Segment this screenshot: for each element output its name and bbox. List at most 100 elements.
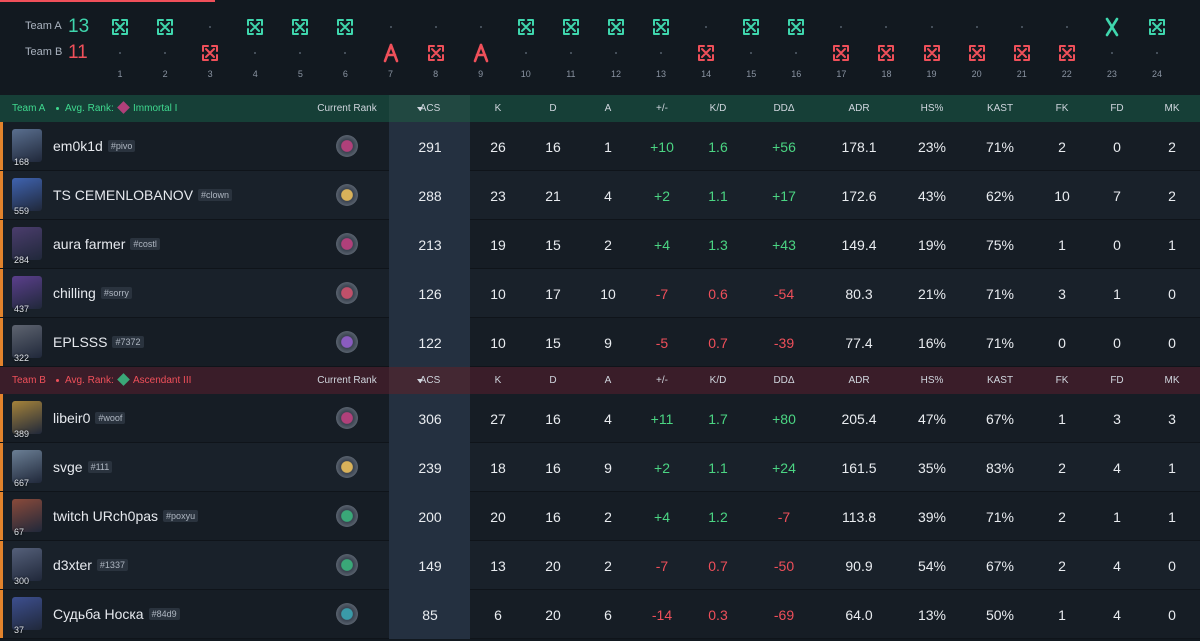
column-header[interactable]: DDΔ	[773, 103, 795, 114]
stat-cell: 90.9	[845, 558, 873, 574]
column-header[interactable]: +/-	[656, 103, 668, 114]
round-number: 13	[656, 69, 667, 79]
player-level: 437	[14, 304, 30, 314]
column-header[interactable]: FK	[1055, 375, 1069, 386]
name-text[interactable]: svge	[53, 459, 83, 475]
round-icon	[833, 45, 850, 61]
stat-cell: 21%	[917, 286, 947, 302]
player-name[interactable]: TS CEMENLOBANOV #clown	[53, 187, 233, 203]
player-row[interactable]: 67 twitch URch0pas #poxyu 200 20 16 2 +4 1.2 -7 11…	[0, 492, 1200, 541]
round-dot	[750, 52, 753, 54]
player-row[interactable]: 300 d3xter #1337 149 13 20 2 -7 0.7 -50 90.9 54% 67%…	[0, 541, 1200, 590]
player-row[interactable]: 168 em0k1d #pivo 291 26 16 1 +10 1.6 +56 178.1 23% 7…	[0, 122, 1200, 171]
stat-cell: 15	[545, 335, 561, 351]
column-header[interactable]: DDΔ	[773, 375, 795, 386]
player-row[interactable]: 284 aura farmer #costl 213 19 15 2 +4 1.3 +43 149.…	[0, 220, 1200, 269]
player-row[interactable]: 559 TS CEMENLOBANOV #clown 288 23 21 4 +2 1.1 +17…	[0, 171, 1200, 220]
round-number: 19	[926, 69, 937, 79]
stat-cell: 20	[490, 509, 506, 525]
player-row[interactable]: 667 svge #111 239 18 16 9 +2 1.1 +24 161.5 35% 83% 2 4…	[0, 443, 1200, 492]
column-header[interactable]: K/D	[709, 103, 727, 114]
player-name[interactable]: d3xter #1337	[53, 557, 128, 573]
stat-cell: 21	[545, 188, 561, 204]
player-name[interactable]: chilling #sorry	[53, 285, 132, 301]
column-header[interactable]: K/D	[709, 375, 727, 386]
player-name[interactable]: svge #111	[53, 459, 113, 475]
column-header[interactable]: MK	[1164, 103, 1180, 114]
column-header[interactable]: Current Rank	[317, 103, 377, 114]
column-header[interactable]: HS%	[920, 103, 944, 114]
stat-cell: 9	[604, 460, 612, 476]
player-name[interactable]: twitch URch0pas #poxyu	[53, 508, 199, 524]
column-header[interactable]: D	[549, 375, 557, 386]
stat-cell: 2	[1058, 460, 1066, 476]
icon-shape	[653, 19, 670, 35]
avg-rank-label: Avg. Rank:	[65, 375, 114, 386]
column-header[interactable]: Current Rank	[317, 375, 377, 386]
column-header[interactable]: ACS	[419, 103, 441, 114]
player-tag: #sorry	[100, 287, 132, 299]
column-header[interactable]: ADR	[848, 375, 870, 386]
stat-cell: 15	[545, 237, 561, 253]
icon-shape	[202, 45, 219, 61]
player-row[interactable]: 322 EPLSSS #7372 122 10 15 9 -5 0.7 -39 77.4 16% 71%…	[0, 318, 1200, 367]
player-name[interactable]: em0k1d #pivo	[53, 138, 136, 154]
column-header[interactable]: FD	[1110, 103, 1124, 114]
separator-dot	[56, 379, 59, 382]
name-text[interactable]: EPLSSS	[53, 334, 108, 350]
acs-highlight	[389, 95, 470, 122]
icon-shape	[1149, 19, 1165, 35]
player-name[interactable]: aura farmer #costl	[53, 236, 160, 252]
player-level: 300	[14, 576, 30, 586]
column-header[interactable]: KAST	[986, 103, 1014, 114]
name-text[interactable]: aura farmer	[53, 236, 126, 252]
column-header[interactable]: HS%	[920, 375, 944, 386]
name-text[interactable]: d3xter	[53, 557, 92, 573]
name-text[interactable]: twitch URch0pas	[53, 508, 159, 524]
icon-shape	[562, 19, 579, 35]
icon-shape	[743, 19, 760, 35]
stat-cell: -54	[773, 286, 795, 302]
name-text[interactable]: chilling	[53, 285, 96, 301]
column-header[interactable]: ADR	[848, 103, 870, 114]
player-row[interactable]: 389 libeir0 #woof 306 27 16 4 +11 1.7 +80 205.4 47%…	[0, 394, 1200, 443]
name-text[interactable]: Судьба Носка	[53, 606, 144, 622]
name-text[interactable]: TS CEMENLOBANOV	[53, 187, 194, 203]
round-dot	[344, 52, 347, 54]
stat-cell: +11	[650, 411, 674, 427]
sort-arrow	[417, 379, 423, 383]
stat-cell: 200	[418, 509, 442, 525]
player-row[interactable]: 37 Судьба Носка #84d9 85 6 20 6 -14 0.3 -69 64.0 13…	[0, 590, 1200, 639]
stat-cell: 0	[1113, 139, 1121, 155]
acs-highlight	[389, 220, 470, 269]
player-name[interactable]: Судьба Носка #84d9	[53, 606, 180, 622]
round-dot	[569, 52, 572, 54]
column-header[interactable]: MK	[1164, 375, 1180, 386]
column-header[interactable]: D	[549, 103, 557, 114]
stat-cell: 0	[1113, 237, 1121, 253]
column-header[interactable]: A	[604, 103, 612, 114]
rank-icon	[336, 282, 358, 304]
team-name: Team B	[12, 375, 46, 386]
column-header[interactable]: FD	[1110, 375, 1124, 386]
column-header[interactable]: +/-	[656, 375, 668, 386]
name-text[interactable]: libeir0	[53, 410, 91, 426]
stat-cell: 1	[1113, 509, 1121, 525]
round-number: 4	[252, 69, 258, 79]
column-header[interactable]: K	[494, 103, 502, 114]
column-header[interactable]: KAST	[986, 375, 1014, 386]
stat-cell: 43%	[917, 188, 947, 204]
avatar	[12, 325, 42, 358]
column-header[interactable]: ACS	[419, 375, 441, 386]
name-text[interactable]: em0k1d	[53, 138, 103, 154]
column-header[interactable]: K	[494, 375, 502, 386]
player-row[interactable]: 437 chilling #sorry 126 10 17 10 -7 0.6 -54 80.3 21…	[0, 269, 1200, 318]
round-icon	[788, 19, 805, 35]
player-name[interactable]: EPLSSS #7372	[53, 334, 144, 350]
stat-cell: 67%	[985, 411, 1015, 427]
column-header[interactable]: FK	[1055, 103, 1069, 114]
row-accent	[0, 171, 3, 219]
player-name[interactable]: libeir0 #woof	[53, 410, 126, 426]
column-header[interactable]: A	[604, 375, 612, 386]
stat-cell: 178.1	[841, 139, 877, 155]
